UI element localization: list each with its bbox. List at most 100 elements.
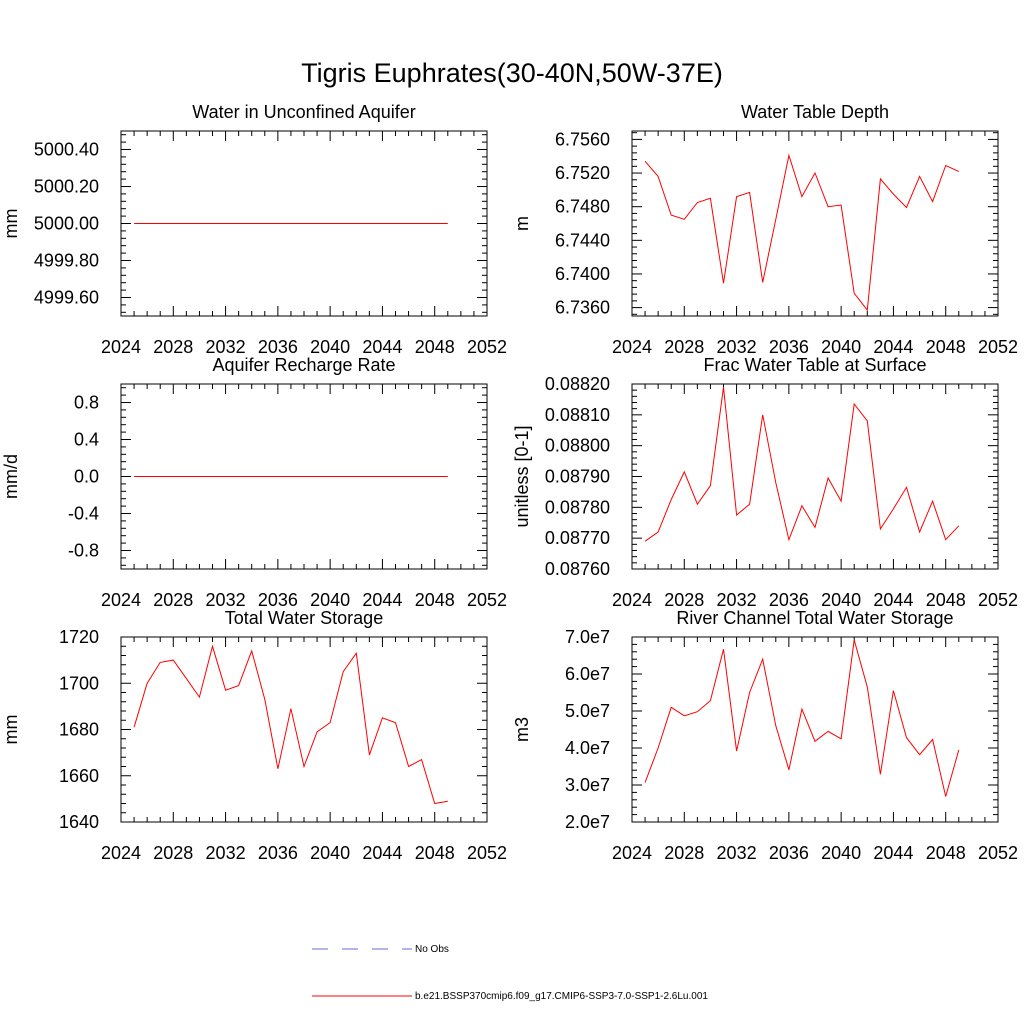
x-tick-label: 2052 [978, 843, 1018, 863]
legend-label-no-obs: No Obs [415, 944, 449, 955]
series-line [133, 644, 448, 805]
x-tick-label: 2052 [467, 843, 507, 863]
series-line [644, 387, 960, 542]
x-tick-label: 2032 [206, 843, 246, 863]
x-tick-label: 2024 [612, 590, 652, 610]
y-tick-label: 0.8 [74, 393, 99, 413]
x-tick-label: 2032 [717, 843, 757, 863]
x-tick-label: 2036 [258, 843, 298, 863]
y-axis-label: unitless [0-1] [512, 425, 532, 527]
y-tick-label: 0.08770 [545, 528, 610, 548]
y-axis-label: mm/d [1, 454, 21, 499]
y-tick-label: 4999.60 [34, 288, 99, 308]
y-tick-label: 0.08780 [545, 497, 610, 517]
x-tick-label: 2048 [926, 337, 966, 357]
y-tick-label: 0.08810 [545, 405, 610, 425]
x-tick-label: 2048 [415, 337, 455, 357]
x-tick-label: 2052 [467, 337, 507, 357]
y-tick-label: 1680 [59, 720, 99, 740]
panel-title: Water Table Depth [741, 102, 889, 122]
x-tick-label: 2028 [153, 843, 193, 863]
x-tick-label: 2032 [206, 337, 246, 357]
y-tick-label: 1640 [59, 812, 99, 832]
panel-title: Frac Water Table at Surface [703, 355, 926, 375]
x-tick-label: 2040 [821, 590, 861, 610]
x-tick-label: 2044 [362, 843, 402, 863]
x-tick-label: 2024 [612, 843, 652, 863]
x-tick-label: 2036 [769, 590, 809, 610]
x-tick-label: 2024 [101, 590, 141, 610]
panel-title: Aquifer Recharge Rate [212, 355, 395, 375]
y-tick-label: 2.0e7 [565, 812, 610, 832]
y-tick-label: 5000.40 [34, 140, 99, 160]
x-tick-label: 2044 [873, 590, 913, 610]
y-tick-label: 1660 [59, 766, 99, 786]
x-tick-label: 2040 [821, 843, 861, 863]
y-tick-label: 0.4 [74, 430, 99, 450]
x-tick-label: 2028 [664, 843, 704, 863]
x-tick-label: 2044 [362, 590, 402, 610]
x-tick-label: 2048 [415, 590, 455, 610]
x-tick-label: 2048 [926, 590, 966, 610]
x-tick-label: 2024 [101, 337, 141, 357]
panel-title: Total Water Storage [225, 608, 383, 628]
x-tick-label: 2036 [769, 843, 809, 863]
y-tick-label: 3.0e7 [565, 775, 610, 795]
y-tick-label: 0.08820 [545, 374, 610, 394]
y-axis-label: m [512, 216, 532, 231]
y-tick-label: 5000.20 [34, 177, 99, 197]
x-tick-label: 2052 [978, 590, 1018, 610]
y-tick-label: 5.0e7 [565, 701, 610, 721]
x-tick-label: 2044 [873, 843, 913, 863]
y-tick-label: 1700 [59, 673, 99, 693]
x-tick-label: 2036 [258, 590, 298, 610]
plot-frame [631, 636, 999, 823]
y-tick-label: 6.7560 [555, 129, 610, 149]
x-tick-label: 2052 [978, 337, 1018, 357]
y-tick-label: 4999.80 [34, 251, 99, 271]
plot-frame [631, 130, 999, 317]
y-tick-label: 6.7360 [555, 298, 610, 318]
x-tick-label: 2028 [664, 337, 704, 357]
x-tick-label: 2028 [153, 337, 193, 357]
panel-water-in-unconfined-aquifer: Water in Unconfined Aquifer mm 2024 2028 203… [1, 102, 507, 357]
y-tick-label: 0.08790 [545, 467, 610, 487]
figure-title: Tigris Euphrates(30-40N,50W-37E) [301, 58, 723, 88]
x-tick-label: 2040 [310, 337, 350, 357]
y-tick-label: 6.0e7 [565, 664, 610, 684]
y-tick-label: 6.7520 [555, 163, 610, 183]
x-tick-label: 2032 [717, 337, 757, 357]
y-tick-label: 0.08760 [545, 559, 610, 579]
y-tick-label: 6.7440 [555, 230, 610, 250]
x-tick-label: 2028 [153, 590, 193, 610]
x-tick-label: 2028 [664, 590, 704, 610]
plot-frame [631, 383, 999, 570]
x-tick-label: 2040 [310, 590, 350, 610]
x-tick-label: 2052 [467, 590, 507, 610]
panel-frac-water-table-at-surface: Frac Water Table at Surface unitless [0-1… [512, 355, 1018, 610]
y-axis-label: m3 [512, 717, 532, 742]
panel-title: Water in Unconfined Aquifer [192, 102, 415, 122]
panels: Water in Unconfined Aquifer mm 2024 2028 203… [1, 102, 1018, 863]
y-tick-label: 1720 [59, 627, 99, 647]
y-tick-label: 4.0e7 [565, 738, 610, 758]
y-tick-label: 5000.00 [34, 214, 99, 234]
x-tick-label: 2036 [769, 337, 809, 357]
y-tick-label: 6.7400 [555, 264, 610, 284]
x-tick-label: 2044 [362, 337, 402, 357]
y-tick-label: 7.0e7 [565, 627, 610, 647]
series-line [644, 639, 960, 797]
x-tick-label: 2024 [612, 337, 652, 357]
y-tick-label: 0.0 [74, 467, 99, 487]
series-line [644, 153, 960, 312]
panel-total-water-storage: Total Water Storage mm 2024 2028 2032 2036 204… [1, 608, 507, 863]
panel-title: River Channel Total Water Storage [676, 608, 953, 628]
y-tick-label: -0.8 [68, 541, 99, 561]
legend-label-model-run: b.e21.BSSP370cmip6.f09_g17.CMIP6-SSP3-7.… [415, 991, 708, 1002]
panel-aquifer-recharge-rate: Aquifer Recharge Rate mm/d 2024 2028 2032 203… [1, 355, 507, 610]
y-tick-label: 0.08800 [545, 436, 610, 456]
x-tick-label: 2048 [926, 843, 966, 863]
x-tick-label: 2032 [717, 590, 757, 610]
